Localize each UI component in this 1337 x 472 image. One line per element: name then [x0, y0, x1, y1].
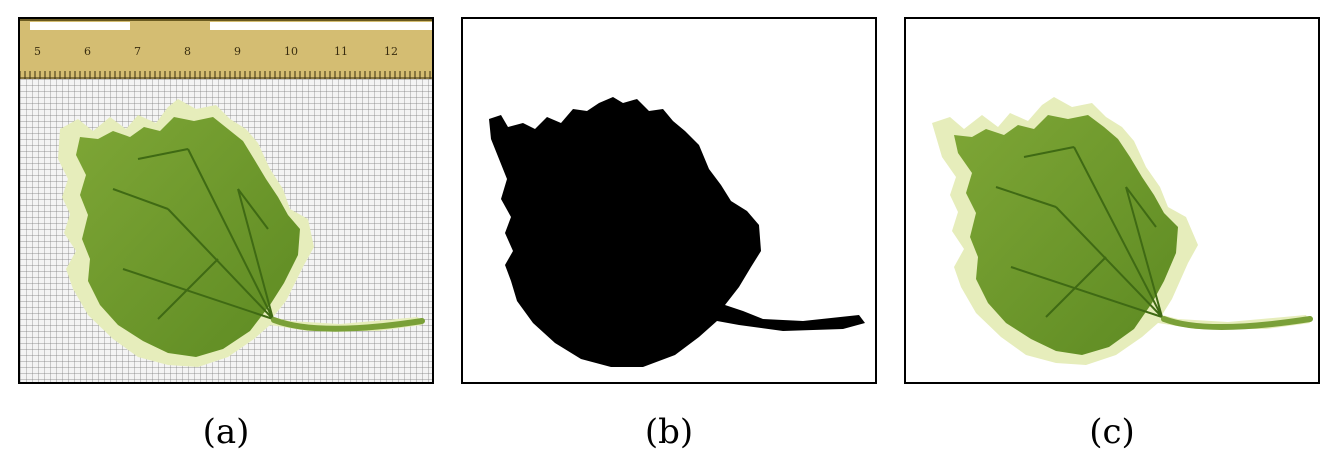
ruler-number: 10 [284, 45, 298, 58]
leaf-c [932, 97, 1313, 365]
ruler-number: 8 [184, 45, 191, 58]
ruler-number: 5 [34, 45, 41, 58]
ruler-number: 11 [334, 45, 348, 58]
original-scan-image: 5678910111213 [20, 19, 432, 382]
ruler-number: 12 [384, 45, 398, 58]
ruler-number: 6 [84, 45, 91, 58]
caption-b: (b) [644, 412, 694, 452]
leaf-silhouette [489, 97, 865, 367]
ruler-number: 7 [134, 45, 141, 58]
caption-a: (a) [202, 412, 250, 452]
binary-mask-image [489, 97, 865, 367]
caption-c: (c) [1089, 412, 1135, 452]
ruler-number: 9 [234, 45, 241, 58]
panel-original-scan: 5678910111213 [18, 17, 434, 384]
leaf-a [58, 99, 425, 367]
panel-binary-mask [461, 17, 877, 384]
segmented-leaf-image [932, 97, 1313, 365]
ruler: 5678910111213 [20, 19, 432, 79]
panel-segmented-leaf [904, 17, 1320, 384]
